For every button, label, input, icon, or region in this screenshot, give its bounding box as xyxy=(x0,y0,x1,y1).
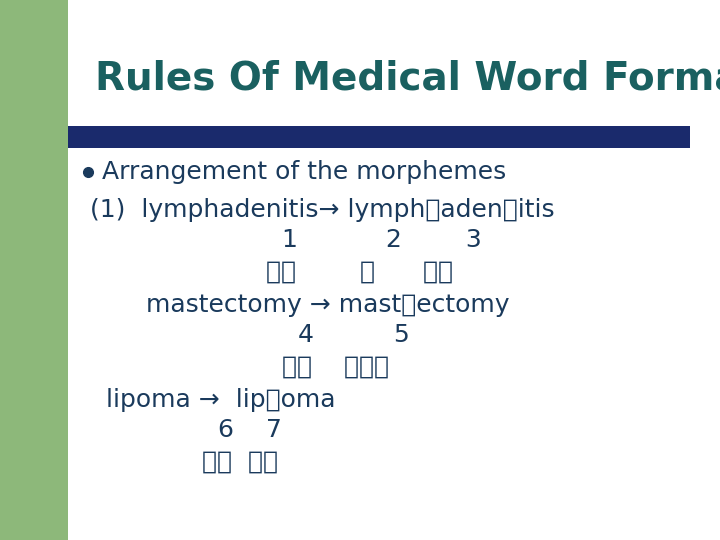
Text: (1)  lymphadenitis→ lymph＋aden＋itis: (1) lymphadenitis→ lymph＋aden＋itis xyxy=(90,198,554,222)
Text: Rules Of Medical Word Formation: Rules Of Medical Word Formation xyxy=(95,59,720,97)
Text: lipoma →  lip＋oma: lipoma → lip＋oma xyxy=(90,388,336,412)
Text: Arrangement of the morphemes: Arrangement of the morphemes xyxy=(102,160,506,184)
Text: 6    7: 6 7 xyxy=(90,418,282,442)
Bar xyxy=(68,126,690,148)
Text: 4          5: 4 5 xyxy=(90,323,410,347)
Text: 乳房    切除术: 乳房 切除术 xyxy=(90,355,389,379)
Text: 淡巴        腺      炎症: 淡巴 腺 炎症 xyxy=(90,260,453,284)
Text: mastectomy → mast＋ectomy: mastectomy → mast＋ectomy xyxy=(90,293,510,317)
Text: 1           2        3: 1 2 3 xyxy=(90,228,482,252)
Bar xyxy=(0,0,68,540)
Text: 脂肿  肿瘠: 脂肿 肿瘠 xyxy=(90,450,278,474)
FancyBboxPatch shape xyxy=(0,0,152,122)
